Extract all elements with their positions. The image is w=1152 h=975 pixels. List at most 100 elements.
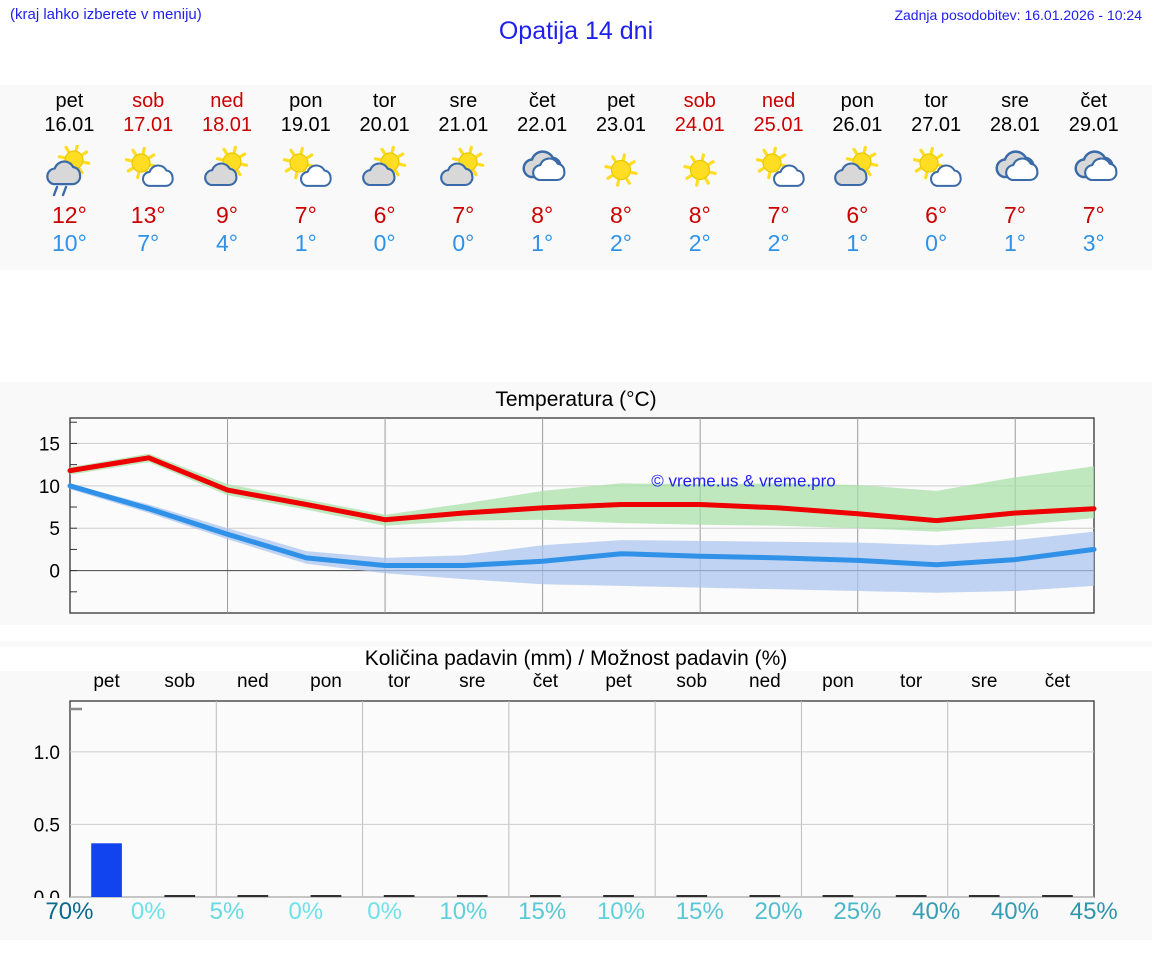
day-max-temp: 6° <box>373 202 396 228</box>
day-date-label: 19.01 <box>280 114 331 136</box>
svg-text:sob: sob <box>164 671 195 692</box>
day-date-label: 29.01 <box>1068 114 1119 136</box>
svg-text:ned: ned <box>237 671 269 692</box>
page-header: (kraj lahko izberete v meniju) Opatija 1… <box>0 0 1152 58</box>
day-max-temp: 7° <box>1003 202 1026 228</box>
day-of-week-label: sre <box>449 90 478 112</box>
forecast-day-strip: pet 16.01 12° 10° sob 17.01 13° 7° ned 18.01 9°… <box>0 85 1152 270</box>
day-of-week-label: sob <box>683 90 716 112</box>
day-date-label: 23.01 <box>595 114 646 136</box>
cloud-icon <box>503 141 582 201</box>
cloud-sun-icon <box>345 141 424 201</box>
day-max-temp: 12° <box>52 202 87 228</box>
day-min-temp: 3° <box>1082 230 1105 256</box>
precipitation-probability-row: 70% 0% 5% 0% 0% 10% 15% 10% 15% 20% 25% 40% 40% 45% <box>0 898 1152 940</box>
forecast-day-column: sob 17.01 13° 7° <box>109 85 188 270</box>
day-of-week-label: pet <box>55 90 84 112</box>
svg-text:pon: pon <box>822 671 854 692</box>
precipitation-probability-value: 10% <box>596 898 645 925</box>
precipitation-probability-value: 45% <box>1069 898 1118 925</box>
svg-text:sre: sre <box>971 671 997 692</box>
day-date-label: 26.01 <box>832 114 883 136</box>
day-max-temp: 9° <box>215 202 238 228</box>
forecast-day-column: čet 22.01 8° 1° <box>503 85 582 270</box>
day-of-week-label: sre <box>1001 90 1029 112</box>
day-of-week-label: sob <box>132 90 165 112</box>
day-of-week-label: ned <box>761 90 796 112</box>
day-date-label: 25.01 <box>753 114 804 136</box>
forecast-day-column: pet 16.01 12° 10° <box>30 85 109 270</box>
svg-text:10: 10 <box>39 477 60 498</box>
day-date-label: 22.01 <box>517 114 568 136</box>
day-of-week-label: pet <box>607 90 635 112</box>
forecast-day-column: pon 26.01 6° 1° <box>818 85 897 270</box>
day-max-temp: 6° <box>925 202 948 228</box>
precipitation-probability-value: 40% <box>912 898 961 925</box>
day-min-temp: 2° <box>767 230 790 256</box>
day-max-temp: 7° <box>1082 202 1105 228</box>
svg-text:čet: čet <box>1045 671 1071 692</box>
day-min-temp: 1° <box>1003 230 1026 256</box>
day-date-label: 20.01 <box>359 114 410 136</box>
svg-text:1.0: 1.0 <box>34 743 60 764</box>
forecast-day-column: tor 27.01 6° 0° <box>897 85 976 270</box>
day-date-label: 27.01 <box>911 114 962 136</box>
day-date-label: 18.01 <box>201 114 253 136</box>
precipitation-probability-value: 0% <box>367 898 402 925</box>
day-date-label: 16.01 <box>44 114 95 136</box>
day-min-temp: 0° <box>373 230 396 256</box>
precipitation-probability-value: 25% <box>833 898 882 925</box>
day-max-temp: 7° <box>294 202 317 228</box>
day-max-temp: 8° <box>688 202 711 228</box>
forecast-day-column: sob 24.01 8° 2° <box>660 85 739 270</box>
precipitation-probability-value: 15% <box>675 898 724 925</box>
svg-text:sre: sre <box>459 671 485 692</box>
svg-text:tor: tor <box>900 671 923 692</box>
day-date-label: 24.01 <box>674 114 725 136</box>
day-of-week-label: pon <box>840 90 875 112</box>
day-min-temp: 2° <box>688 230 711 256</box>
temperature-chart-title: Temperatura (°C) <box>495 388 657 411</box>
day-date-label: 17.01 <box>123 114 174 136</box>
last-update-text: Zadnja posodobitev: 16.01.2026 - 10:24 <box>894 7 1142 23</box>
forecast-day-column: sre 21.01 7° 0° <box>424 85 503 270</box>
day-max-temp: 8° <box>531 202 554 228</box>
menu-hint-text: (kraj lahko izberete v meniju) <box>10 6 202 23</box>
day-min-temp: 1° <box>531 230 554 256</box>
forecast-day-column: čet 29.01 7° 3° <box>1054 85 1133 270</box>
svg-text:5: 5 <box>49 519 60 540</box>
svg-text:sob: sob <box>676 671 707 692</box>
day-min-temp: 10° <box>52 230 87 256</box>
svg-text:15: 15 <box>39 434 60 455</box>
day-min-temp: 0° <box>925 230 948 256</box>
precipitation-probability-value: 5% <box>209 898 245 925</box>
svg-text:tor: tor <box>388 671 411 692</box>
day-min-temp: 1° <box>294 230 317 256</box>
sun-cloud-icon <box>266 141 345 201</box>
day-max-temp: 7° <box>452 202 475 228</box>
precipitation-probability-value: 15% <box>518 898 567 925</box>
forecast-day-column: ned 18.01 9° 4° <box>188 85 267 270</box>
day-max-temp: 8° <box>609 202 632 228</box>
precipitation-probability-value: 70% <box>45 898 94 925</box>
forecast-day-column: sre 28.01 7° 1° <box>976 85 1055 270</box>
forecast-day-column: pon 19.01 7° 1° <box>266 85 345 270</box>
cloud-sun-icon <box>818 141 897 201</box>
precipitation-probability-value: 10% <box>439 898 488 925</box>
svg-text:pon: pon <box>310 671 342 692</box>
sun-cloud-rain-icon <box>30 141 109 201</box>
temperature-plot: 0 5 10 15 © vreme.us & vreme.pro <box>39 417 1097 614</box>
svg-text:© vreme.us & vreme.pro: © vreme.us & vreme.pro <box>651 472 835 491</box>
page-title: Opatija 14 dni <box>498 17 654 45</box>
sun-icon <box>660 141 739 201</box>
svg-text:pet: pet <box>605 671 632 692</box>
svg-text:čet: čet <box>533 671 559 692</box>
precipitation-chart-title: Količina padavin (mm) / Možnost padavin … <box>0 647 1152 671</box>
day-date-label: 28.01 <box>989 114 1040 136</box>
cloud-sun-icon <box>424 141 503 201</box>
day-of-week-label: tor <box>924 90 948 112</box>
day-min-temp: 7° <box>137 230 160 256</box>
svg-text:ned: ned <box>749 671 781 692</box>
forecast-day-column: ned 25.01 7° 2° <box>739 85 818 270</box>
precipitation-probability-value: 0% <box>130 898 166 925</box>
